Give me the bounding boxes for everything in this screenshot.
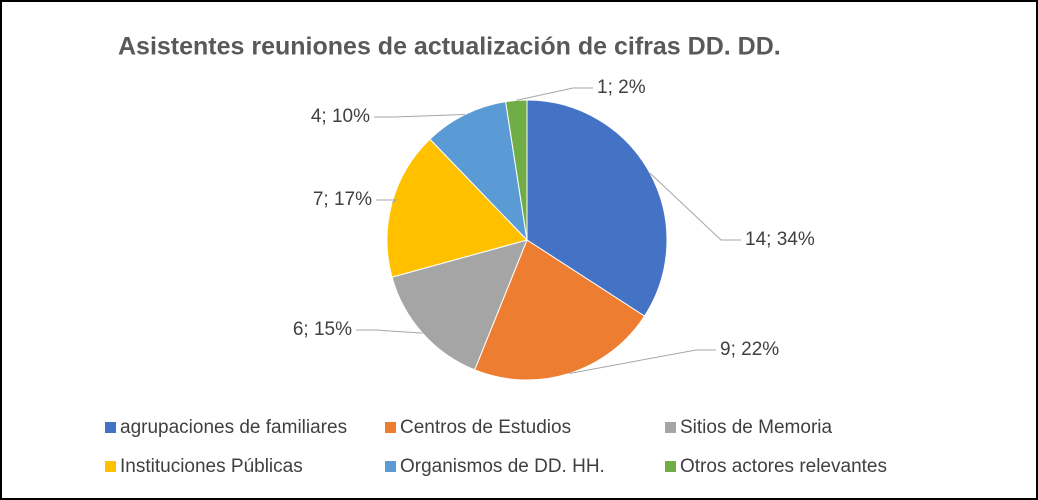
legend-label: Sitios de Memoria [680,417,832,438]
legend-swatch [385,422,396,433]
legend-label: Centros de Estudios [400,417,571,438]
legend-label: Organismos de DD. HH. [400,456,605,477]
data-label: 7; 17% [313,189,372,210]
leader-line [356,329,423,334]
legend-swatch [665,422,676,433]
legend-label: Instituciones Públicas [120,456,303,477]
data-label: 9; 22% [720,339,779,360]
data-label: 4; 10% [311,106,370,127]
legend-swatch [105,461,116,472]
pie-slice [429,101,528,242]
leader-line [376,199,398,204]
leader-line [374,114,465,118]
legend-swatch [665,461,676,472]
data-label: 6; 15% [293,319,352,340]
pie-slice [391,239,528,371]
data-label: 1; 2% [597,77,646,98]
leader-line [516,87,593,101]
chart-title: Asistentes reuniones de actualización de… [118,33,781,61]
legend-swatch [385,461,396,472]
legend-label: Otros actores relevantes [680,456,887,477]
pie-slice [505,99,528,241]
data-label: 14; 34% [745,229,815,250]
leader-line [649,172,741,241]
leader-line [569,349,716,374]
legend-label: agrupaciones de familiares [120,417,347,438]
legend-swatch [105,422,116,433]
